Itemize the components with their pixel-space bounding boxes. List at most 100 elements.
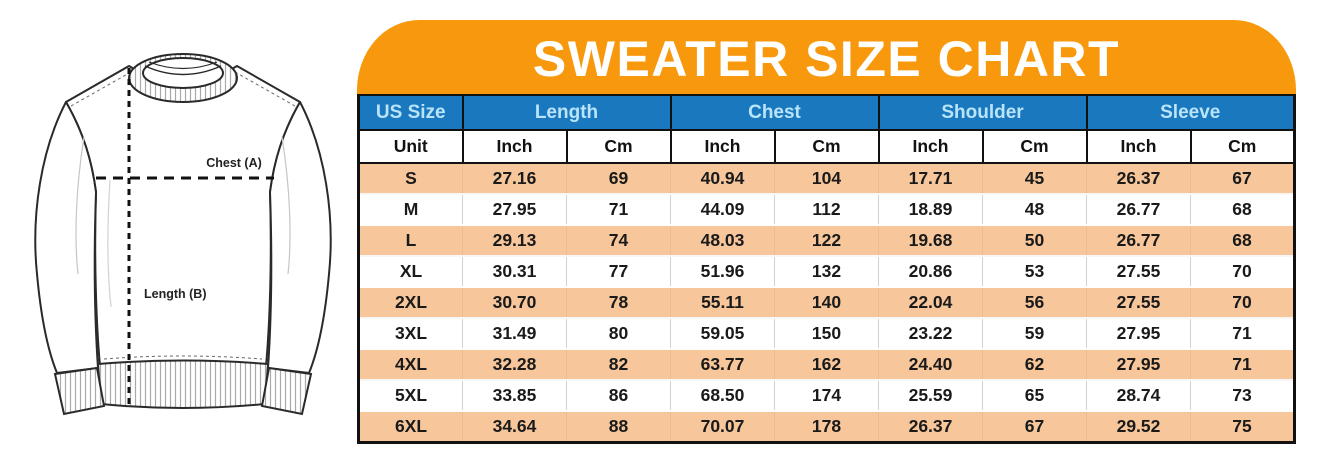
value-cell: 162 xyxy=(774,348,879,380)
value-cell: 27.55 xyxy=(1086,255,1191,287)
value-cell: 73 xyxy=(1190,379,1295,411)
value-cell: 33.85 xyxy=(462,379,567,411)
value-cell: 82 xyxy=(566,348,671,380)
value-cell: 34.64 xyxy=(462,410,567,443)
fold-line xyxy=(75,136,85,275)
sweater-right-cuff xyxy=(260,366,313,416)
size-cell: 5XL xyxy=(358,379,463,411)
value-cell: 59 xyxy=(982,317,1087,349)
value-cell: 24.40 xyxy=(878,348,983,380)
value-cell: 75 xyxy=(1190,410,1295,443)
fold-line xyxy=(281,136,291,275)
group-header-shoulder: Shoulder xyxy=(877,94,1088,131)
value-cell: 32.28 xyxy=(462,348,567,380)
value-cell: 27.16 xyxy=(462,163,567,194)
value-cell: 71 xyxy=(1190,348,1295,380)
unit-cell: Inch xyxy=(877,129,984,164)
sweater-body xyxy=(65,65,301,367)
value-cell: 71 xyxy=(1190,317,1295,349)
sweater-hem-band xyxy=(96,359,270,409)
sweater-left-cuff xyxy=(53,366,106,416)
unit-cell: Cm xyxy=(565,129,672,164)
value-cell: 68.50 xyxy=(670,379,775,411)
value-cell: 140 xyxy=(774,286,879,318)
value-cell: 71 xyxy=(566,193,671,225)
value-cell: 56 xyxy=(982,286,1087,318)
unit-cell: Cm xyxy=(773,129,880,164)
value-cell: 132 xyxy=(774,255,879,287)
unit-cell: Inch xyxy=(1085,129,1192,164)
unit-header-row: Unit Inch Cm Inch Cm Inch Cm Inch Cm xyxy=(357,129,1296,164)
value-cell: 26.77 xyxy=(1086,224,1191,256)
length-measure-label: Length (B) xyxy=(144,287,206,301)
value-cell: 28.74 xyxy=(1086,379,1191,411)
table-row: 6XL 34.64 88 70.07 178 26.37 67 29.52 75 xyxy=(358,410,1295,443)
size-cell: 2XL xyxy=(358,286,463,318)
table-row: S 27.16 69 40.94 104 17.71 45 26.37 67 xyxy=(358,163,1295,194)
value-cell: 23.22 xyxy=(878,317,983,349)
value-cell: 67 xyxy=(982,410,1087,443)
value-cell: 17.71 xyxy=(878,163,983,194)
value-cell: 30.31 xyxy=(462,255,567,287)
group-header-length: Length xyxy=(461,94,672,131)
value-cell: 70.07 xyxy=(670,410,775,443)
size-cell: M xyxy=(358,193,463,225)
fold-line xyxy=(107,179,112,308)
value-cell: 18.89 xyxy=(878,193,983,225)
value-cell: 69 xyxy=(566,163,671,194)
sweater-diagram: Chest (A) Length (B) xyxy=(8,2,358,462)
value-cell: 27.95 xyxy=(1086,317,1191,349)
unit-cell: Inch xyxy=(669,129,776,164)
title-banner: SWEATER SIZE CHART xyxy=(357,20,1296,94)
value-cell: 62 xyxy=(982,348,1087,380)
collar-detail-line xyxy=(144,65,222,76)
value-cell: 20.86 xyxy=(878,255,983,287)
value-cell: 74 xyxy=(566,224,671,256)
table-row: XL 30.31 77 51.96 132 20.86 53 27.55 70 xyxy=(358,255,1295,287)
value-cell: 67 xyxy=(1190,163,1295,194)
size-cell: 4XL xyxy=(358,348,463,380)
table-row: 5XL 33.85 86 68.50 174 25.59 65 28.74 73 xyxy=(358,379,1295,411)
hem-seam-dashes xyxy=(103,355,263,360)
value-cell: 70 xyxy=(1190,255,1295,287)
group-header-sleeve: Sleeve xyxy=(1085,94,1296,131)
page-title: SWEATER SIZE CHART xyxy=(532,30,1121,87)
value-cell: 45 xyxy=(982,163,1087,194)
value-cell: 48 xyxy=(982,193,1087,225)
value-cell: 78 xyxy=(566,286,671,318)
table-row: 2XL 30.70 78 55.11 140 22.04 56 27.55 70 xyxy=(358,286,1295,318)
unit-header-cell: Unit xyxy=(357,129,464,164)
value-cell: 55.11 xyxy=(670,286,775,318)
sweater-sketch: Chest (A) Length (B) xyxy=(34,53,332,416)
group-header-us-size: US Size xyxy=(357,94,464,131)
value-cell: 122 xyxy=(774,224,879,256)
value-cell: 178 xyxy=(774,410,879,443)
value-cell: 77 xyxy=(566,255,671,287)
value-cell: 27.95 xyxy=(1086,348,1191,380)
right-armhole-seam xyxy=(269,101,301,193)
value-cell: 26.77 xyxy=(1086,193,1191,225)
value-cell: 51.96 xyxy=(670,255,775,287)
value-cell: 50 xyxy=(982,224,1087,256)
value-cell: 150 xyxy=(774,317,879,349)
value-cell: 59.05 xyxy=(670,317,775,349)
value-cell: 70 xyxy=(1190,286,1295,318)
table-row: L 29.13 74 48.03 122 19.68 50 26.77 68 xyxy=(358,224,1295,256)
size-chart-panel: SWEATER SIZE CHART US Size Length Chest Sho… xyxy=(357,20,1296,444)
value-cell: 80 xyxy=(566,317,671,349)
size-table: US Size Length Chest Shoulder Sleeve Unit Inc… xyxy=(357,94,1296,444)
group-header-chest: Chest xyxy=(669,94,880,131)
size-cell: 6XL xyxy=(358,410,463,443)
size-cell: S xyxy=(358,163,463,194)
value-cell: 174 xyxy=(774,379,879,411)
size-cell: XL xyxy=(358,255,463,287)
value-cell: 48.03 xyxy=(670,224,775,256)
size-cell: L xyxy=(358,224,463,256)
table-row: M 27.95 71 44.09 112 18.89 48 26.77 68 xyxy=(358,193,1295,225)
value-cell: 30.70 xyxy=(462,286,567,318)
table-row: 3XL 31.49 80 59.05 150 23.22 59 27.95 71 xyxy=(358,317,1295,349)
table-row: 4XL 32.28 82 63.77 162 24.40 62 27.95 71 xyxy=(358,348,1295,380)
value-cell: 68 xyxy=(1190,193,1295,225)
value-cell: 27.95 xyxy=(462,193,567,225)
collar-inner xyxy=(142,57,224,89)
